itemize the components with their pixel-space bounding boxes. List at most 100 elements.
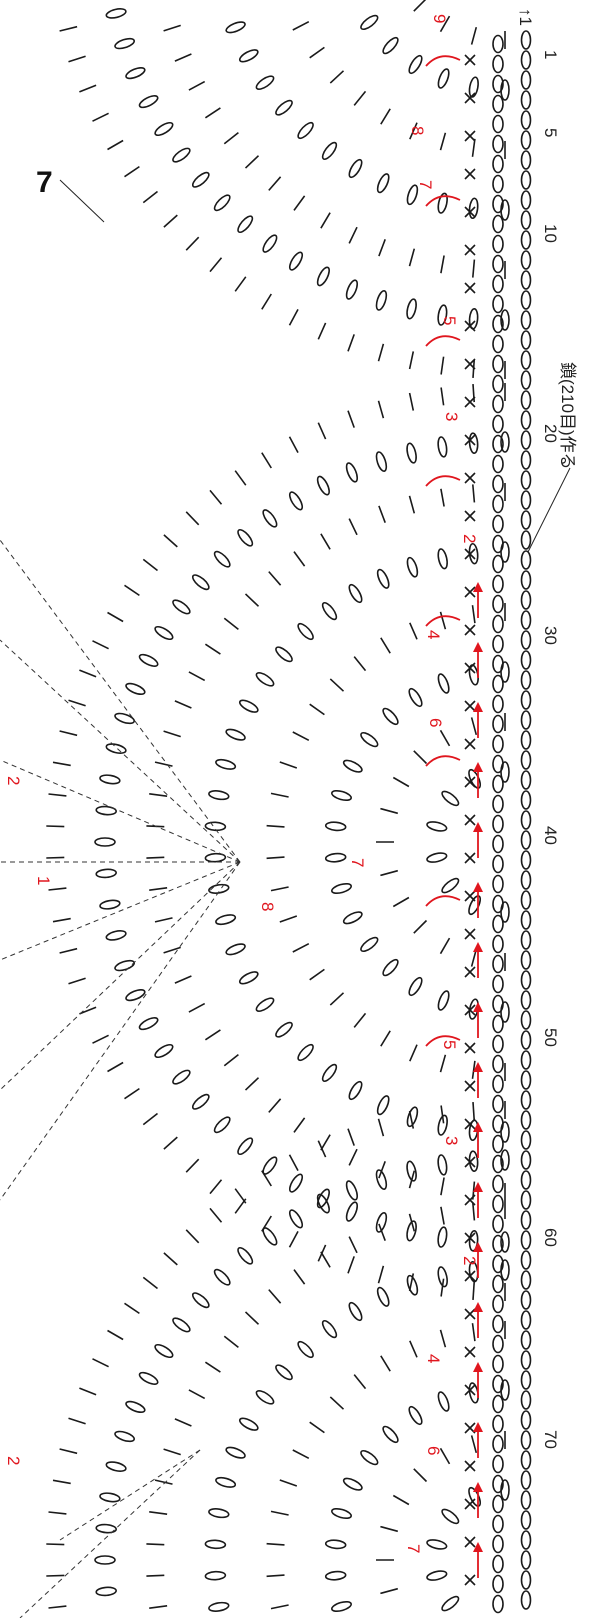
chain-loop-stitch: [105, 8, 127, 19]
chain-loop-stitch: [255, 997, 275, 1013]
chain-loop-stitch: [215, 758, 237, 770]
double-crochet-stitch: [92, 112, 109, 122]
chain-loop-stitch: [225, 943, 246, 956]
double-crochet-stitch: [142, 1276, 158, 1290]
chain-loop-stitch: [406, 298, 417, 320]
stitch-pattern: [46, 0, 510, 1613]
double-crochet-stitch: [353, 90, 367, 106]
chain-stitch: [520, 810, 532, 830]
chain-stitch: [492, 1574, 504, 1594]
double-crochet-stitch: [293, 1269, 306, 1285]
chain-stitch: [520, 910, 532, 930]
row-label: 1: [34, 876, 53, 885]
chain-stitch: [492, 1534, 504, 1554]
double-crochet-stitch: [413, 0, 427, 12]
chain-stitch: [492, 634, 504, 654]
chain-stitch: [520, 470, 532, 490]
double-crochet-stitch: [472, 1202, 476, 1221]
row-label: 2: [460, 1256, 479, 1265]
chain-loop-stitch: [500, 661, 510, 683]
chain-loop-stitch: [262, 234, 278, 253]
double-crochet-stitch: [439, 1054, 447, 1073]
double-crochet-stitch: [52, 1479, 71, 1485]
chain-stitch: [520, 130, 532, 150]
chain-stitch: [520, 150, 532, 170]
double-crochet-stitch: [413, 750, 428, 765]
chain-loop-stitch: [382, 958, 399, 977]
double-crochet-stitch: [413, 1468, 428, 1483]
double-crochet-stitch: [380, 1030, 391, 1047]
row-label: 7: [404, 1544, 423, 1553]
chain-stitch: [492, 414, 504, 434]
double-crochet-stitch: [292, 1449, 310, 1460]
chain-loop-stitch: [408, 54, 423, 75]
chain-stitch: [520, 1210, 532, 1230]
double-crochet-stitch: [188, 1002, 206, 1013]
chain-stitch: [520, 1070, 532, 1090]
double-crochet-stitch: [439, 1447, 451, 1465]
chain-loop-stitch: [331, 1507, 352, 1520]
double-crochet-stitch: [309, 1421, 325, 1434]
double-crochet-stitch: [439, 729, 451, 747]
double-crochet-stitch: [320, 1134, 331, 1151]
chain-stitch: [520, 1290, 532, 1310]
chain-loop-stitch: [382, 707, 399, 726]
chain-loop-stitch: [213, 1268, 231, 1286]
chain-loop-stitch: [324, 852, 347, 863]
double-crochet-stitch: [68, 699, 86, 707]
double-crochet-stitch: [185, 1229, 200, 1244]
double-crochet-stitch: [244, 1077, 260, 1091]
single-crochet-stitch: [464, 966, 476, 978]
single-crochet-stitch: [464, 510, 476, 522]
chain-stitch: [520, 1130, 532, 1150]
chain-loop-stitch: [406, 1220, 417, 1242]
chain-loop-stitch: [154, 1043, 174, 1059]
chain-stitch: [520, 1550, 532, 1570]
chain-loop-stitch: [288, 491, 304, 511]
double-crochet-stitch: [471, 138, 476, 157]
double-crochet-stitch: [378, 1161, 386, 1179]
chain-loop-stitch: [275, 646, 293, 663]
count-label: 50: [541, 1028, 560, 1047]
row-arrow-head: [473, 1302, 483, 1312]
double-crochet-stitch: [440, 1278, 445, 1297]
chain-loop-stitch: [95, 1586, 117, 1597]
repeat-guide-lines: [0, 539, 241, 1618]
chain-loop-stitch: [408, 1405, 423, 1426]
chain-loop-stitch: [95, 805, 117, 816]
single-crochet-stitch: [464, 1194, 476, 1206]
double-crochet-stitch: [146, 1543, 165, 1546]
double-crochet-stitch: [380, 1587, 399, 1595]
row-arrow-head: [473, 882, 483, 892]
repeat-guide-line: [59, 1449, 201, 1541]
chain-stitch: [492, 1274, 504, 1294]
chain-loop-stitch: [437, 68, 450, 89]
row-label: 5: [440, 1040, 459, 1049]
double-crochet-stitch: [270, 1510, 289, 1516]
chain-loop-stitch: [426, 821, 448, 832]
chain-loop-stitch: [321, 1319, 338, 1339]
chain-loop-stitch: [406, 184, 419, 206]
chain-loop-stitch: [213, 1116, 231, 1134]
double-crochet-stitch: [409, 622, 418, 640]
row-label: 9: [430, 14, 449, 23]
chain-stitch: [520, 90, 532, 110]
chain-stitch: [492, 694, 504, 714]
chain-loop-stitch: [426, 852, 448, 863]
double-crochet-stitch: [146, 1574, 165, 1577]
single-crochet-stitch: [464, 1346, 476, 1358]
chain-loop-stitch: [255, 671, 275, 687]
chain-stitch: [520, 530, 532, 550]
single-crochet-stitch: [464, 890, 476, 902]
single-crochet-stitch: [464, 1118, 476, 1130]
double-crochet-stitch: [107, 1329, 124, 1341]
chain-loop-stitch: [324, 1570, 347, 1581]
chain-loop-stitch: [331, 789, 352, 802]
chain-loop-stitch: [437, 304, 448, 326]
row-arrow-head: [473, 1182, 483, 1192]
chain-stitch: [492, 874, 504, 894]
double-crochet-stitch: [188, 1389, 206, 1400]
chain-loop-stitch: [500, 1259, 510, 1281]
chain-loop-stitch: [225, 728, 246, 741]
chain-stitch: [492, 1034, 504, 1054]
